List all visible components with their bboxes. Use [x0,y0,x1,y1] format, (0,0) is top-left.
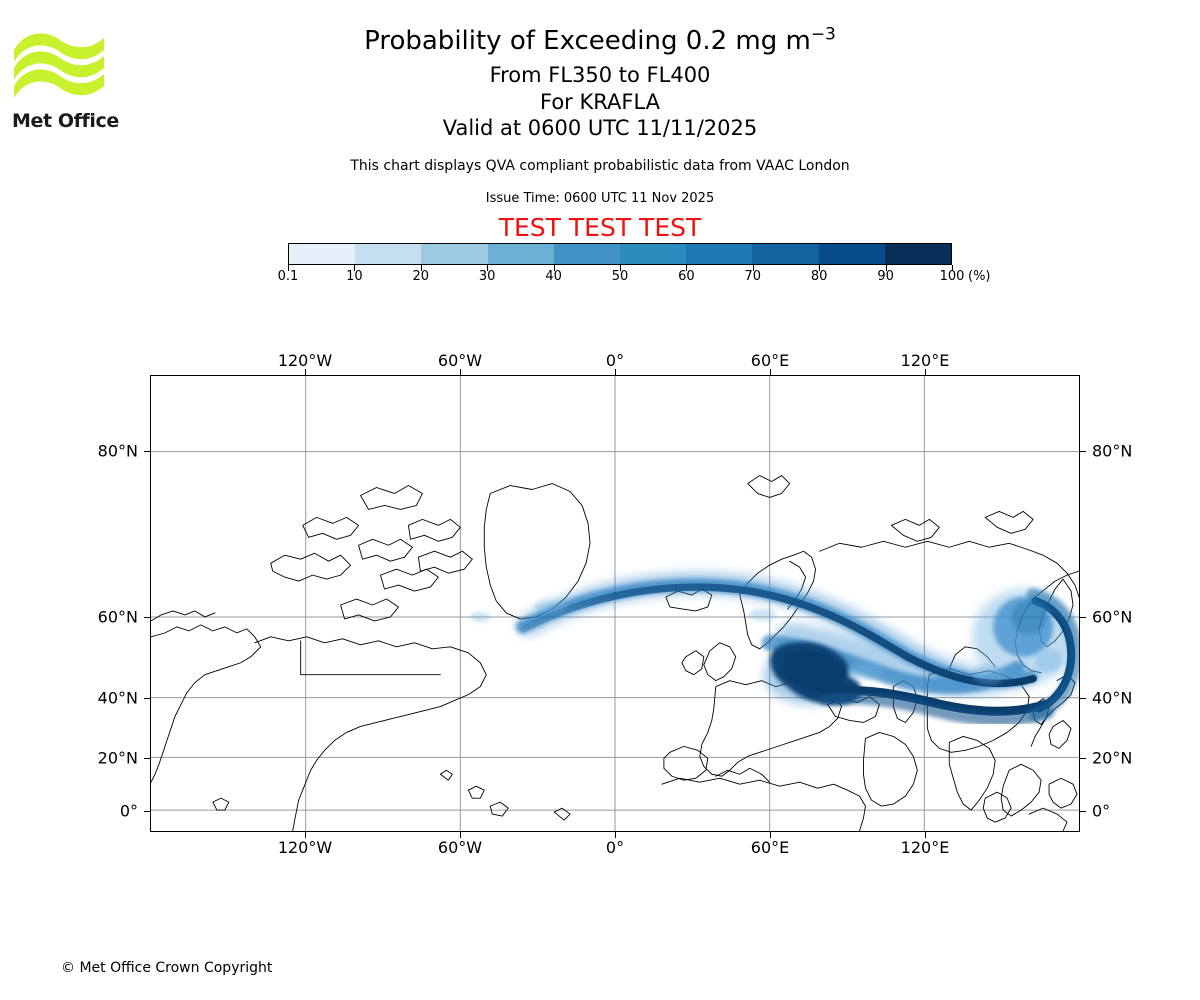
lat-tick-label-right-3: 20°N [1092,748,1133,768]
valid-time-subtitle: Valid at 0600 UTC 11/11/2025 [442,116,758,140]
lat-tick-label-right-1: 60°N [1092,607,1133,627]
map-canvas [151,376,1079,831]
colorbar-tick-4 [553,265,555,271]
colorbar-tick-6 [686,265,688,271]
colorbar-tick-label-2: 20 [412,269,430,284]
plume-main-ribbon [520,583,1037,688]
colorbar-swatch-1 [355,244,422,264]
lon-tick-label-bottom-2: 0° [605,838,625,857]
colorbar-tick-5 [620,265,621,271]
test-banner: TEST TEST TEST [498,213,702,242]
lat-tick-label-left-0: 80°N [97,441,138,461]
lat-tickmark-right-2 [1080,698,1086,699]
colorbar-swatches [288,243,952,265]
lon-tickmark-bottom-0 [305,832,306,838]
colorbar-tick-8 [819,265,821,271]
met-office-waves-icon [14,33,104,98]
page-title-text: Probability of Exceeding 0.2 mg m [364,26,811,56]
page-title-exponent: −3 [810,24,836,45]
map-coastlines [151,475,1079,831]
lat-tickmark-right-3 [1080,758,1086,759]
lat-tickmark-right-4 [1080,811,1086,812]
lat-tick-label-left-2: 40°N [97,688,138,708]
met-office-logo: Met Office [12,24,122,132]
lat-tick-label-left-4: 0° [119,801,138,821]
colorbar-swatch-9 [884,244,952,264]
volcano-subtitle: For KRAFLA [540,90,660,114]
lon-tickmark-bottom-4 [925,832,926,838]
colorbar-swatch-6 [686,244,753,264]
colorbar-tick-0 [288,265,289,271]
lat-tickmark-left-2 [144,698,150,699]
lat-tickmark-right-0 [1080,451,1086,452]
ash-probability-plume [470,572,1079,726]
colorbar-swatch-5 [620,244,687,264]
copyright-notice: © Met Office Crown Copyright [61,960,273,976]
colorbar-tick-label-9: 90 [877,269,894,284]
colorbar-tick-label-7: 70 [744,269,762,284]
lat-tickmark-left-3 [144,758,150,759]
colorbar-tick-3 [487,265,489,271]
colorbar-tick-label-6: 60 [678,269,695,284]
colorbar-tick-9 [885,265,887,271]
lon-tick-label-top-0: 120°W [277,351,333,370]
colorbar-tick-label-10: 100 [939,269,965,284]
colorbar-swatch-7 [752,244,819,264]
lon-tickmark-bottom-2 [615,832,616,838]
lat-tick-label-right-4: 0° [1092,801,1111,821]
colorbar-swatch-8 [818,244,885,264]
page-title: Probability of Exceeding 0.2 mg m−3 [0,26,1200,56]
colorbar-tick-label-0: 0.1 [277,269,299,284]
lon-tick-label-bottom-0: 120°W [277,838,333,857]
colorbar-swatch-3 [487,244,554,264]
lat-tickmark-left-4 [144,811,150,812]
lon-tickmark-top-4 [925,369,926,375]
lon-tick-label-top-3: 60°E [750,351,790,370]
lon-tickmark-top-3 [770,369,771,375]
lat-tick-label-left-1: 60°N [97,607,138,627]
lon-tick-label-bottom-3: 60°E [750,838,790,857]
lon-tick-label-bottom-1: 60°W [437,838,483,857]
colorbar-tick-labels: 0.1 10 20 30 40 50 60 70 80 90 100 [278,269,965,287]
issue-time: Issue Time: 0600 UTC 11 Nov 2025 [485,191,715,206]
lon-tick-label-bottom-4: 120°E [900,838,950,857]
colorbar-swatch-4 [553,244,621,264]
lon-tickmark-bottom-1 [460,832,461,838]
flight-level-subtitle: From FL350 to FL400 [489,63,711,87]
colorbar-tick-10 [952,265,953,271]
colorbar-tick-7 [752,265,754,271]
lat-tickmark-left-0 [144,451,150,452]
lon-tick-label-top-2: 0° [605,351,625,370]
lat-tickmark-left-1 [144,617,150,618]
colorbar-tick-label-8: 80 [810,269,828,284]
plume-asia-ribbon [817,686,1050,716]
qva-note: This chart displays QVA compliant probab… [350,158,850,174]
lon-tick-label-top-4: 120°E [900,351,950,370]
colorbar-tick-label-5: 50 [611,269,629,284]
lon-tickmark-top-0 [305,369,306,375]
lat-tick-label-right-2: 40°N [1092,688,1133,708]
lat-tick-label-right-0: 80°N [1092,441,1133,461]
colorbar-swatch-2 [421,244,488,264]
lon-tick-label-top-1: 60°W [437,351,483,370]
lon-tickmark-bottom-3 [770,832,771,838]
colorbar-tick-label-4: 40 [545,269,562,284]
colorbar-tick-1 [354,265,356,271]
lat-tickmark-right-1 [1080,617,1086,618]
colorbar-swatch-0 [289,244,356,264]
met-office-wordmark: Met Office [12,110,119,132]
lon-tickmark-top-2 [615,369,616,375]
lat-tick-label-left-3: 20°N [97,748,138,768]
colorbar-ticks [288,265,953,273]
map-gridlines [151,376,1079,831]
colorbar-unit-label: (%) [968,269,991,284]
colorbar-tick-2 [420,265,422,271]
colorbar-tick-label-3: 30 [478,269,496,284]
colorbar [288,243,952,265]
colorbar-tick-label-1: 10 [346,269,363,284]
map-plot-area[interactable] [150,375,1080,832]
lon-tickmark-top-1 [460,369,461,375]
